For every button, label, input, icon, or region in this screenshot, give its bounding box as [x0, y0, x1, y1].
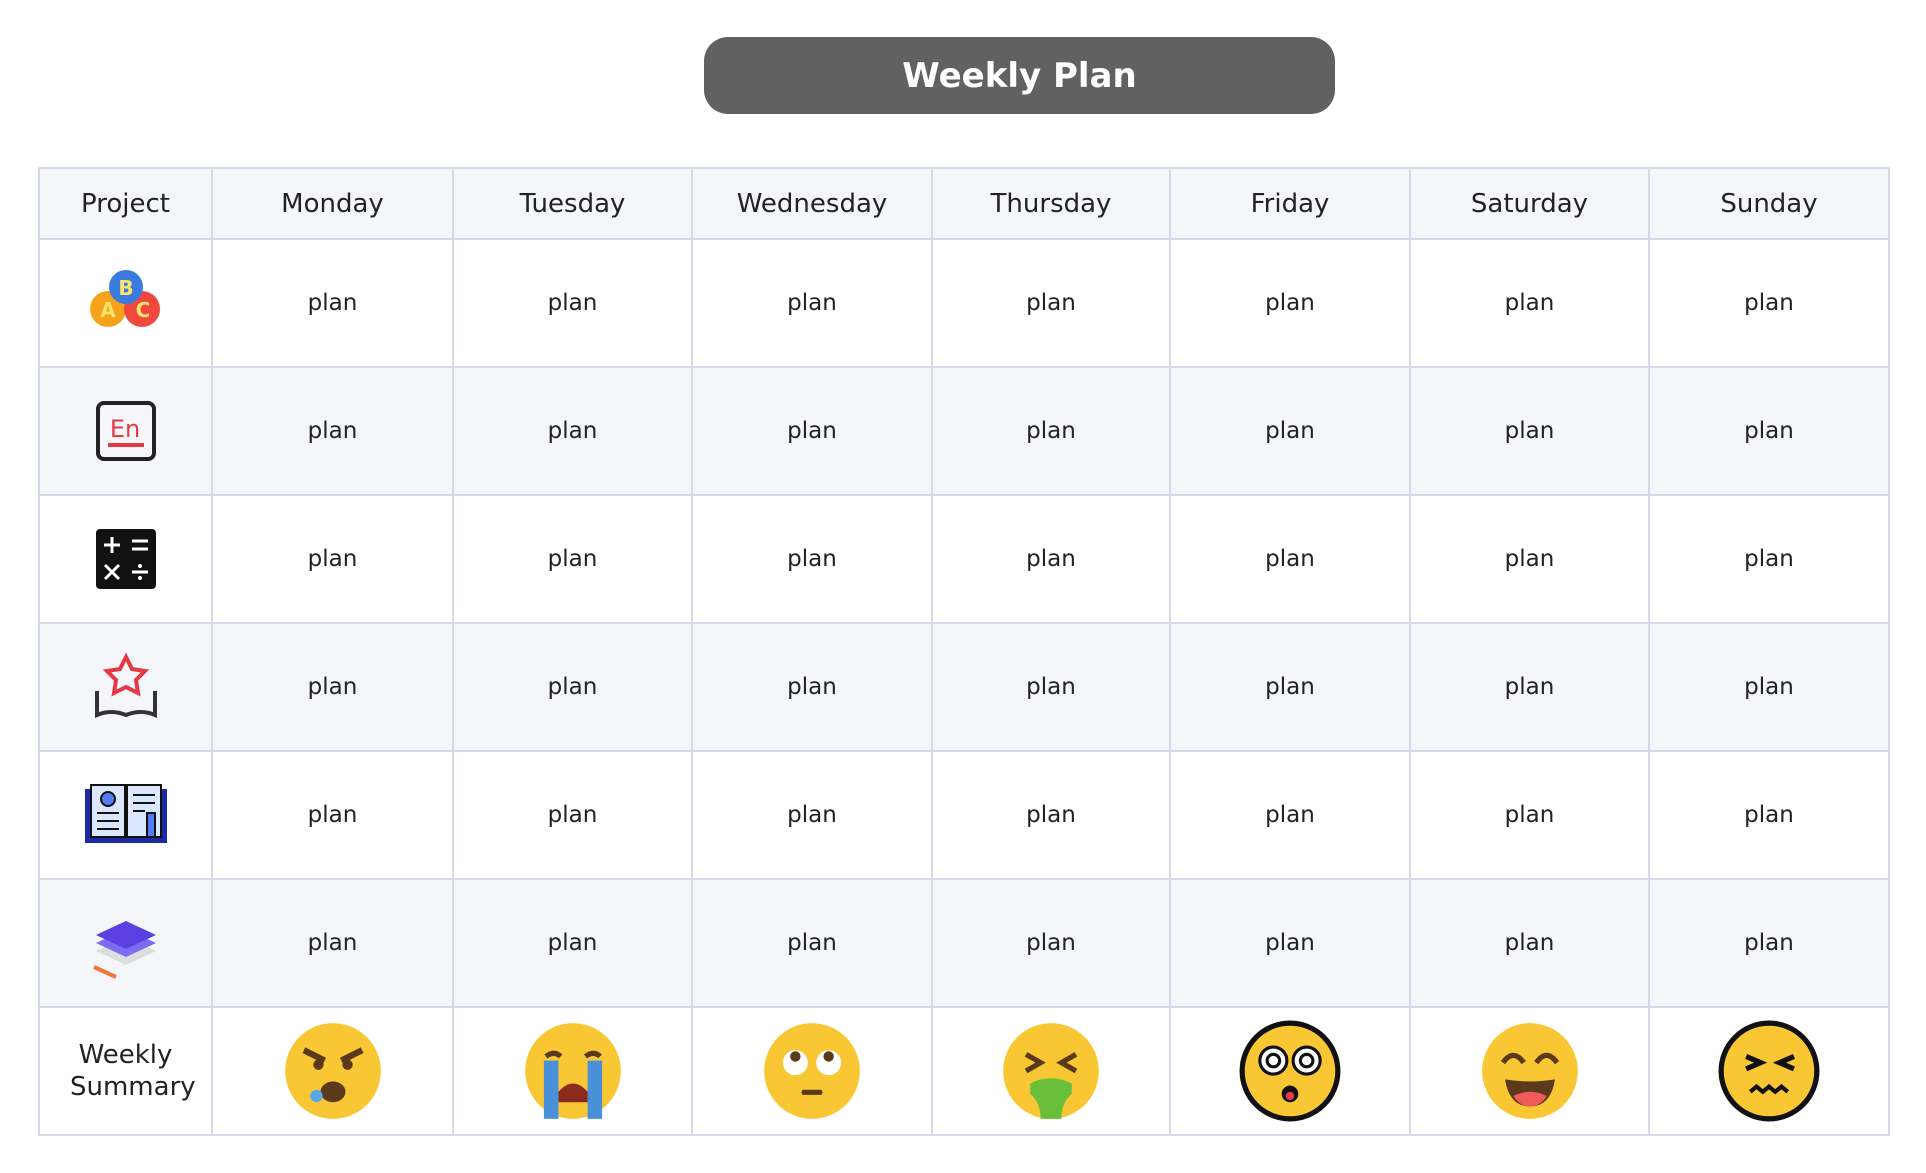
table-row: plan plan plan plan plan plan plan — [38, 878, 1890, 1008]
plan-cell: plan — [452, 878, 693, 1008]
summary-label: Weekly Summary — [38, 1006, 213, 1136]
table-row: plan plan plan plan plan plan plan — [38, 750, 1890, 880]
project-icon-cell — [38, 622, 213, 752]
summary-emoji-cell — [1648, 1006, 1890, 1136]
header-row: Project Monday Tuesday Wednesday Thursday Fri… — [38, 167, 1890, 240]
header-cell: Project — [38, 167, 213, 240]
plan-cell: plan — [211, 494, 454, 624]
plan-cell: plan — [931, 878, 1171, 1008]
summary-emoji-cell — [452, 1006, 693, 1136]
plan-cell: plan — [691, 878, 933, 1008]
summary-emoji-cell — [931, 1006, 1171, 1136]
plan-cell: plan — [691, 622, 933, 752]
plan-cell: plan — [691, 494, 933, 624]
plan-cell: plan — [211, 878, 454, 1008]
plan-cell: plan — [1648, 238, 1890, 368]
plan-cell: plan — [1169, 238, 1411, 368]
plan-cell: plan — [452, 750, 693, 880]
summary-row: Weekly Summary — [38, 1006, 1890, 1136]
plan-cell: plan — [1169, 494, 1411, 624]
project-icon-cell — [38, 750, 213, 880]
project-icon-cell — [38, 494, 213, 624]
header-cell: Monday — [211, 167, 454, 240]
plan-cell: plan — [211, 366, 454, 496]
table-row: plan plan plan plan plan plan plan — [38, 622, 1890, 752]
plan-cell: plan — [1648, 366, 1890, 496]
plan-cell: plan — [211, 238, 454, 368]
plan-cell: plan — [1409, 494, 1650, 624]
plan-cell: plan — [211, 750, 454, 880]
title-bar: Weekly Plan — [704, 37, 1335, 114]
svg-text:C: C — [135, 298, 150, 322]
plan-cell: plan — [1648, 878, 1890, 1008]
header-cell: Sunday — [1648, 167, 1890, 240]
plan-cell: plan — [1648, 622, 1890, 752]
plan-cell: plan — [452, 238, 693, 368]
table-row: plan plan plan plan plan plan plan — [38, 494, 1890, 624]
plan-cell: plan — [931, 622, 1171, 752]
plan-cell: plan — [931, 494, 1171, 624]
header-cell: Friday — [1169, 167, 1411, 240]
project-icon-cell: En — [38, 366, 213, 496]
plan-cell: plan — [452, 622, 693, 752]
summary-emoji-cell — [1409, 1006, 1650, 1136]
plan-cell: plan — [1169, 878, 1411, 1008]
summary-emoji-cell — [691, 1006, 933, 1136]
weekly-table: Project Monday Tuesday Wednesday Thursday Fri… — [38, 167, 1890, 1136]
plan-cell: plan — [691, 238, 933, 368]
plan-cell: plan — [1409, 750, 1650, 880]
svg-text:B: B — [118, 276, 133, 300]
header-cell: Thursday — [931, 167, 1171, 240]
svg-text:En: En — [109, 415, 139, 443]
plan-cell: plan — [452, 366, 693, 496]
plan-cell: plan — [931, 750, 1171, 880]
header-cell: Wednesday — [691, 167, 933, 240]
plan-cell: plan — [1648, 750, 1890, 880]
header-cell: Saturday — [1409, 167, 1650, 240]
plan-cell: plan — [1169, 366, 1411, 496]
plan-cell: plan — [1169, 750, 1411, 880]
summary-emoji-cell — [211, 1006, 454, 1136]
plan-cell: plan — [452, 494, 693, 624]
plan-cell: plan — [1409, 622, 1650, 752]
header-cell: Tuesday — [452, 167, 693, 240]
plan-cell: plan — [1409, 878, 1650, 1008]
plan-cell: plan — [931, 238, 1171, 368]
plan-cell: plan — [1409, 366, 1650, 496]
plan-cell: plan — [691, 366, 933, 496]
plan-cell: plan — [211, 622, 454, 752]
table-row: En plan plan plan plan plan plan plan — [38, 366, 1890, 496]
summary-emoji-cell — [1169, 1006, 1411, 1136]
plan-cell: plan — [1169, 622, 1411, 752]
plan-cell: plan — [1648, 494, 1890, 624]
plan-cell: plan — [931, 366, 1171, 496]
svg-text:A: A — [100, 298, 116, 322]
plan-cell: plan — [1409, 238, 1650, 368]
plan-cell: plan — [691, 750, 933, 880]
project-icon-cell — [38, 878, 213, 1008]
